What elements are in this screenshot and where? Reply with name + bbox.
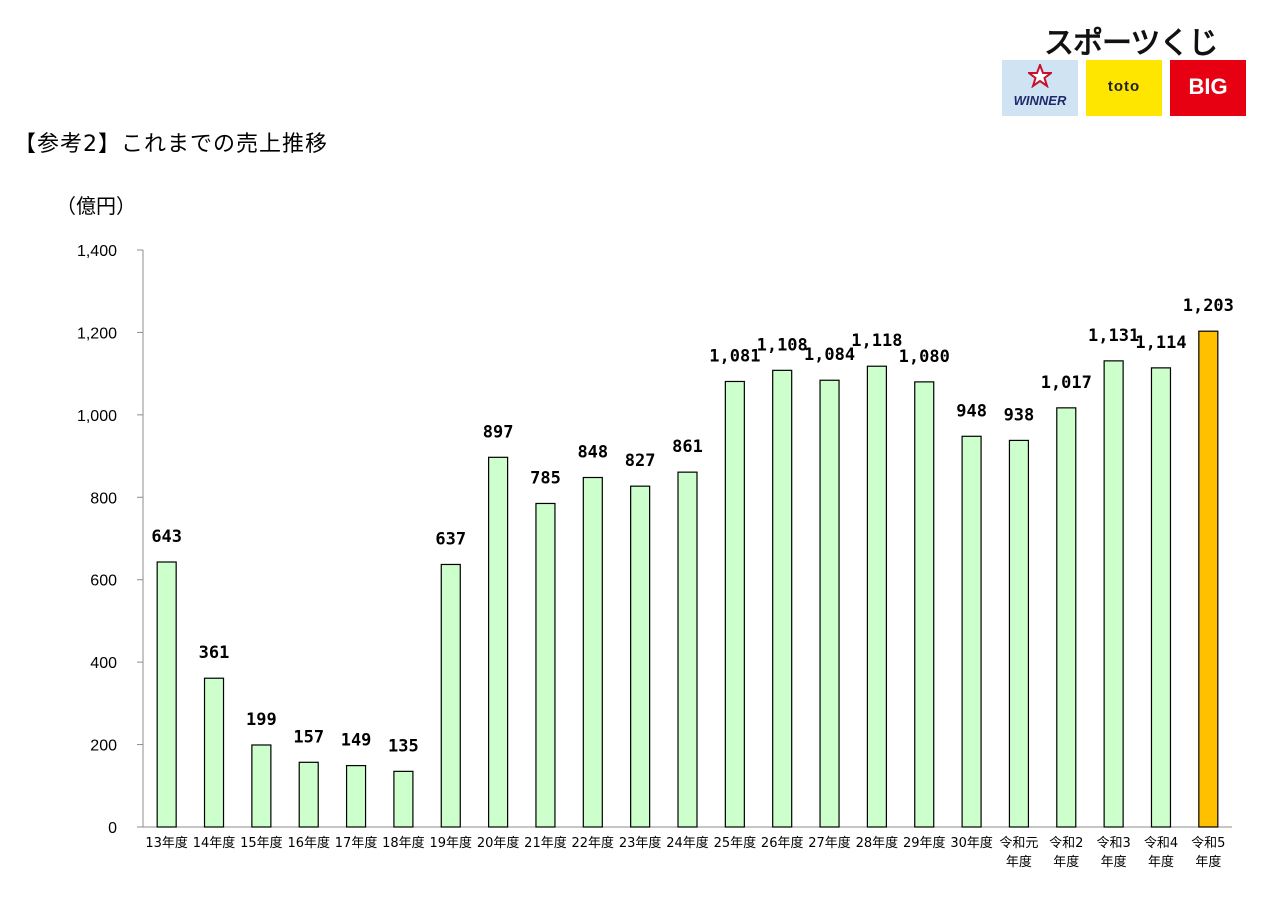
x-tick-label: 15年度 [240,835,283,851]
data-label: 199 [246,710,277,730]
x-tick-label: 14年度 [193,835,236,851]
data-label: 1,108 [757,335,808,355]
bar [961,435,982,828]
x-tick-label: 年度 [1148,854,1174,870]
bar [251,744,272,828]
bar [772,369,793,828]
data-label: 157 [293,727,324,747]
data-label: 643 [151,527,182,547]
y-tick-label: 400 [90,655,117,672]
x-tick-label: 年度 [1006,854,1032,870]
x-tick-label: 21年度 [524,835,567,851]
winner-logo-text: WINNER [1013,93,1067,108]
bar [535,502,556,828]
y-tick-label: 1,200 [77,325,117,342]
data-label: 848 [577,443,608,463]
bar [819,379,840,828]
bar [1150,367,1172,828]
data-label: 361 [199,643,230,663]
data-label: 897 [483,422,514,442]
big-logo: BIG [1170,60,1246,116]
x-tick-label: 22年度 [572,835,615,851]
x-tick-label: 年度 [1053,854,1079,870]
data-label: 785 [530,468,561,488]
brand-logo-group: スポーツくじ WINNER toto BIG [1000,14,1250,118]
data-label: 1,017 [1041,373,1092,393]
bar [345,764,367,828]
y-tick-label: 1,000 [77,408,117,425]
x-tick-label: 令和2 [1049,836,1083,851]
y-tick-label: 800 [90,490,117,507]
data-label: 1,203 [1183,296,1234,316]
winner-logo: WINNER [1002,60,1078,116]
x-tick-label: 13年度 [145,835,188,851]
x-tick-label: 20年度 [477,835,520,851]
x-tick-label: 27年度 [808,835,851,851]
data-label: 135 [388,736,419,756]
y-tick-label: 600 [90,573,117,590]
x-tick-label: 19年度 [429,835,472,851]
bar [298,761,319,828]
bar [1056,407,1077,828]
data-label: 1,114 [1135,333,1186,353]
x-tick-label: 年度 [1195,854,1221,870]
x-tick-label: 28年度 [856,835,899,851]
x-tick-label: 25年度 [714,835,757,851]
bar [630,485,651,828]
data-label: 637 [435,529,466,549]
big-logo-text: BIG [1188,74,1228,99]
star-icon [1028,64,1052,88]
toto-logo: toto [1086,60,1162,116]
x-tick-label: 26年度 [761,835,804,851]
y-tick-label: 1,400 [77,243,117,260]
data-label: 861 [672,437,703,457]
x-tick-label: 24年度 [666,835,709,851]
bar [1198,330,1219,828]
bar [203,677,225,828]
data-label: 827 [625,451,656,471]
x-tick-label: 令和元 [999,836,1038,851]
bar [440,563,461,828]
bar [393,770,414,828]
data-label: 149 [341,731,372,751]
y-tick-label: 200 [90,738,117,755]
x-tick-label: 17年度 [335,835,378,851]
x-tick-label: 令和3 [1096,836,1130,851]
bar [1103,360,1124,828]
bar [914,381,935,828]
x-tick-label: 年度 [1101,854,1127,870]
data-label: 1,131 [1088,326,1139,346]
bar [1008,439,1030,828]
brand-title: スポーツくじ [1044,26,1218,61]
data-label: 1,118 [851,331,902,351]
bar [866,365,887,828]
bar [724,380,745,828]
toto-logo-text: toto [1107,78,1141,95]
x-tick-label: 30年度 [950,835,993,851]
data-label: 938 [1004,405,1035,425]
data-label: 948 [956,401,987,421]
x-tick-label: 18年度 [382,835,425,851]
page-title: 【参考2】これまでの売上推移 [14,132,328,157]
x-tick-label: 令和5 [1191,836,1225,851]
data-label: 1,081 [709,346,760,366]
data-label: 1,080 [899,347,950,367]
x-tick-label: 16年度 [287,835,330,851]
bar [582,476,603,828]
bar [677,471,698,828]
y-tick-label: 0 [108,820,117,837]
x-tick-label: 23年度 [619,835,662,851]
bar [156,561,177,828]
data-label: 1,084 [804,345,855,365]
x-tick-label: 29年度 [903,835,946,851]
x-tick-label: 令和4 [1144,836,1178,851]
y-axis-unit-label: （億円） [56,194,136,218]
bar [488,456,509,828]
